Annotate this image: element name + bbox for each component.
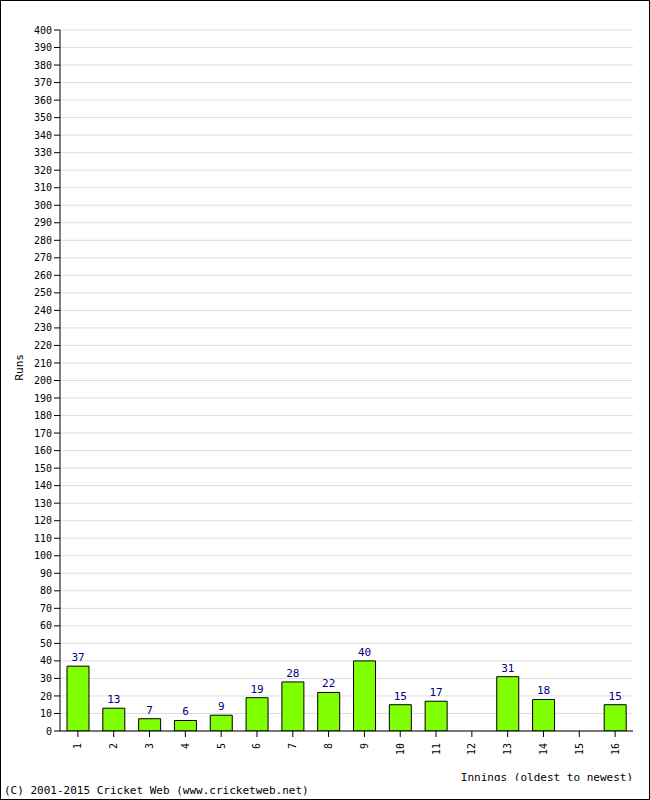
svg-text:270: 270 — [34, 252, 52, 263]
svg-text:13: 13 — [502, 743, 513, 755]
svg-text:30: 30 — [40, 673, 52, 684]
svg-text:7: 7 — [146, 704, 153, 717]
svg-text:3: 3 — [144, 743, 155, 749]
svg-text:200: 200 — [34, 375, 52, 386]
svg-text:9: 9 — [359, 743, 370, 749]
svg-text:300: 300 — [34, 200, 52, 211]
svg-text:340: 340 — [34, 130, 52, 141]
svg-text:390: 390 — [34, 42, 52, 53]
svg-text:15: 15 — [394, 690, 407, 703]
svg-text:20: 20 — [40, 691, 52, 702]
svg-text:140: 140 — [34, 480, 52, 491]
svg-text:19: 19 — [250, 683, 263, 696]
svg-text:400: 400 — [34, 25, 52, 36]
svg-text:28: 28 — [286, 667, 299, 680]
svg-text:13: 13 — [107, 693, 120, 706]
svg-text:130: 130 — [34, 498, 52, 509]
svg-text:9: 9 — [218, 700, 225, 713]
svg-text:10: 10 — [40, 708, 52, 719]
svg-text:1: 1 — [72, 743, 83, 749]
svg-text:18: 18 — [537, 684, 550, 697]
svg-text:2: 2 — [108, 743, 119, 749]
svg-text:8: 8 — [323, 743, 334, 749]
svg-text:240: 240 — [34, 305, 52, 316]
svg-text:150: 150 — [34, 463, 52, 474]
svg-text:11: 11 — [431, 743, 442, 755]
svg-text:220: 220 — [34, 340, 52, 351]
svg-text:90: 90 — [40, 568, 52, 579]
svg-text:14: 14 — [538, 743, 549, 755]
svg-text:22: 22 — [322, 677, 335, 690]
svg-text:310: 310 — [34, 182, 52, 193]
svg-text:210: 210 — [34, 358, 52, 369]
svg-text:120: 120 — [34, 515, 52, 526]
svg-text:190: 190 — [34, 393, 52, 404]
svg-text:360: 360 — [34, 95, 52, 106]
svg-text:16: 16 — [610, 743, 621, 755]
svg-text:350: 350 — [34, 112, 52, 123]
svg-text:380: 380 — [34, 60, 52, 71]
svg-text:Innings (oldest to newest): Innings (oldest to newest) — [461, 771, 633, 781]
svg-text:320: 320 — [34, 165, 52, 176]
svg-text:5: 5 — [216, 743, 227, 749]
html-text:(C) 2001-2015 Cricket Web (www: (C) 2001-2015 Cricket Web (www.cricketwe… — [4, 784, 309, 797]
svg-text:6: 6 — [182, 705, 189, 718]
svg-text:60: 60 — [40, 620, 52, 631]
svg-text:40: 40 — [40, 655, 52, 666]
svg-text:4: 4 — [180, 743, 191, 749]
svg-text:160: 160 — [34, 445, 52, 456]
svg-text:6: 6 — [251, 743, 262, 749]
svg-text:15: 15 — [574, 743, 585, 755]
svg-text:100: 100 — [34, 550, 52, 561]
svg-text:7: 7 — [287, 743, 298, 749]
svg-text:330: 330 — [34, 147, 52, 158]
svg-text:170: 170 — [34, 428, 52, 439]
svg-text:17: 17 — [430, 686, 443, 699]
svg-text:12: 12 — [466, 743, 477, 755]
svg-text:0: 0 — [46, 726, 52, 737]
svg-text:40: 40 — [358, 646, 371, 659]
svg-text:370: 370 — [34, 77, 52, 88]
svg-text:260: 260 — [34, 270, 52, 281]
svg-text:80: 80 — [40, 585, 52, 596]
svg-text:37: 37 — [71, 651, 84, 664]
svg-text:70: 70 — [40, 603, 52, 614]
svg-text:15: 15 — [609, 690, 622, 703]
svg-text:180: 180 — [34, 410, 52, 421]
svg-text:Runs: Runs — [13, 354, 26, 381]
svg-text:10: 10 — [395, 743, 406, 755]
svg-text:230: 230 — [34, 322, 52, 333]
svg-text:50: 50 — [40, 638, 52, 649]
svg-text:31: 31 — [501, 662, 514, 675]
svg-text:280: 280 — [34, 235, 52, 246]
svg-text:290: 290 — [34, 217, 52, 228]
svg-text:250: 250 — [34, 287, 52, 298]
svg-text:110: 110 — [34, 533, 52, 544]
